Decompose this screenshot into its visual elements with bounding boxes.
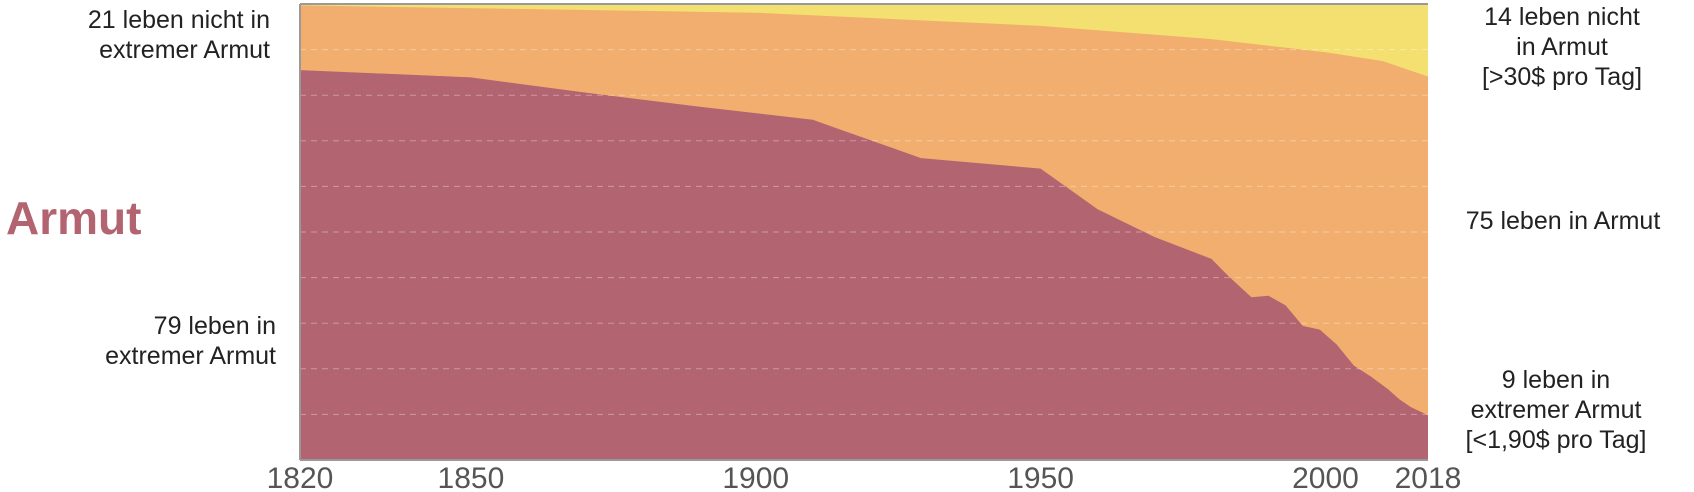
stacked-areas: [300, 4, 1428, 461]
chart-title: Armut: [6, 192, 141, 244]
label-left-top: 21 leben nicht in extremer Armut: [88, 6, 270, 64]
label-right-middle: 75 leben in Armut: [1466, 207, 1661, 235]
label-left-bottom: 79 leben in extremer Armut: [105, 312, 276, 370]
x-tick-label: 1900: [722, 462, 789, 492]
annotations: Armut 21 leben nicht in extremer Armut 79 …: [6, 3, 1660, 454]
label-right-bottom: 9 leben in extremer Armut [<1,90$ pro Tag]: [1466, 366, 1647, 454]
area-extreme: [300, 70, 1428, 460]
x-tick-label: 1950: [1007, 462, 1074, 492]
label-right-top: 14 leben nicht in Armut [>30$ pro Tag]: [1482, 3, 1642, 91]
x-axis: 1820 1850 1900 1950 2000 2018: [267, 3, 1462, 492]
x-tick-label: 2018: [1395, 462, 1462, 492]
x-tick-label: 1850: [438, 462, 505, 492]
x-tick-label: 1820: [267, 462, 334, 492]
grid-lines: [300, 49, 1428, 415]
x-tick-label: 2000: [1292, 462, 1359, 492]
